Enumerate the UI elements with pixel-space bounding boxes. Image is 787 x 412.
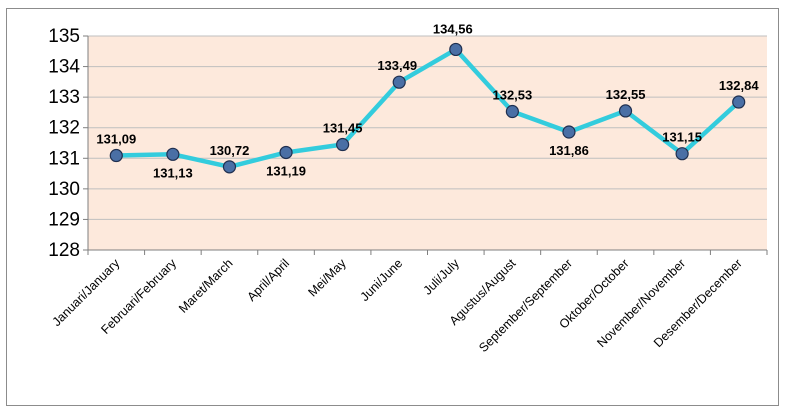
series-line-path	[114, 47, 741, 170]
y-tick-label: 133	[48, 87, 80, 108]
data-point	[279, 145, 293, 160]
data-point	[166, 147, 180, 161]
data-label: 131,13	[153, 165, 193, 180]
data-label: 131,45	[323, 121, 363, 136]
y-tick-label: 134	[48, 57, 80, 78]
data-label: 132,55	[606, 87, 646, 102]
y-tick-label: 128	[48, 240, 80, 261]
data-label: 130,72	[210, 143, 250, 158]
data-point	[675, 147, 689, 161]
y-tick-label: 131	[48, 148, 80, 169]
data-point	[222, 160, 237, 174]
series-line	[114, 47, 741, 170]
data-points	[109, 42, 746, 174]
x-tick-label: Maret/March	[176, 256, 236, 316]
x-tick-label: April/April	[244, 256, 292, 304]
x-tick-label: Juli/July	[421, 256, 463, 298]
data-label: 133,49	[377, 58, 417, 73]
data-point	[392, 75, 406, 89]
data-label: 132,84	[719, 78, 760, 93]
data-point	[505, 104, 519, 119]
data-point	[618, 104, 633, 118]
y-tick-label: 135	[48, 26, 80, 47]
data-point	[109, 148, 123, 163]
data-label: 134,56	[433, 21, 473, 36]
y-tick-label: 130	[48, 179, 80, 200]
data-point	[336, 137, 350, 152]
data-label: 132,53	[492, 88, 532, 103]
data-label: 131,15	[662, 130, 702, 145]
data-label: 131,09	[96, 132, 136, 147]
x-tick-label: Mei/May	[305, 256, 349, 300]
y-axis-ticks: 128 129 130 131 132 133 134 135	[48, 26, 88, 261]
plot-area	[88, 36, 767, 250]
data-point	[562, 125, 576, 139]
data-point	[449, 42, 463, 57]
x-axis-ticks: Januari/JanuaryFebruari/FebruaryMaret/Ma…	[50, 250, 768, 355]
data-point	[732, 95, 746, 109]
data-label: 131,19	[266, 163, 306, 178]
y-tick-label: 129	[48, 209, 80, 230]
data-labels: 131,09 131,13 130,72 131,19 131,45 133,49 134,…	[96, 21, 759, 180]
x-tick-label: September/September	[476, 256, 575, 355]
y-tick-label: 132	[48, 118, 80, 139]
data-label: 131,86	[549, 143, 589, 158]
x-tick-label: Juni/June	[358, 256, 406, 304]
